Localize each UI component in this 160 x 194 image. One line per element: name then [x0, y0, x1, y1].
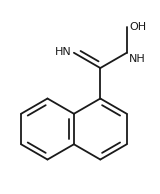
Text: OH: OH: [129, 22, 146, 32]
Text: HN: HN: [55, 47, 72, 57]
Text: NH: NH: [129, 54, 145, 64]
